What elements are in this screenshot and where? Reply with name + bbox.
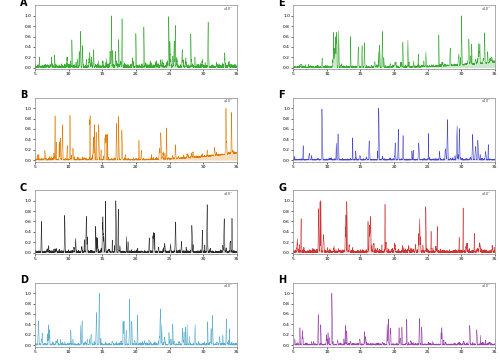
Text: F: F [278,90,284,100]
Text: G: G [278,183,286,193]
Text: x10⁷: x10⁷ [224,7,232,11]
Text: x10⁷: x10⁷ [482,192,491,196]
Text: x10⁷: x10⁷ [482,284,491,288]
Text: H: H [278,275,286,285]
Text: x10⁷: x10⁷ [224,284,232,288]
Text: D: D [20,275,28,285]
Text: x10⁷: x10⁷ [482,7,491,11]
Text: x10⁷: x10⁷ [224,192,232,196]
Text: x10⁷: x10⁷ [224,99,232,103]
Text: A: A [20,0,28,8]
Text: E: E [278,0,284,8]
Text: x10⁷: x10⁷ [482,99,491,103]
Text: C: C [20,183,27,193]
Text: B: B [20,90,27,100]
